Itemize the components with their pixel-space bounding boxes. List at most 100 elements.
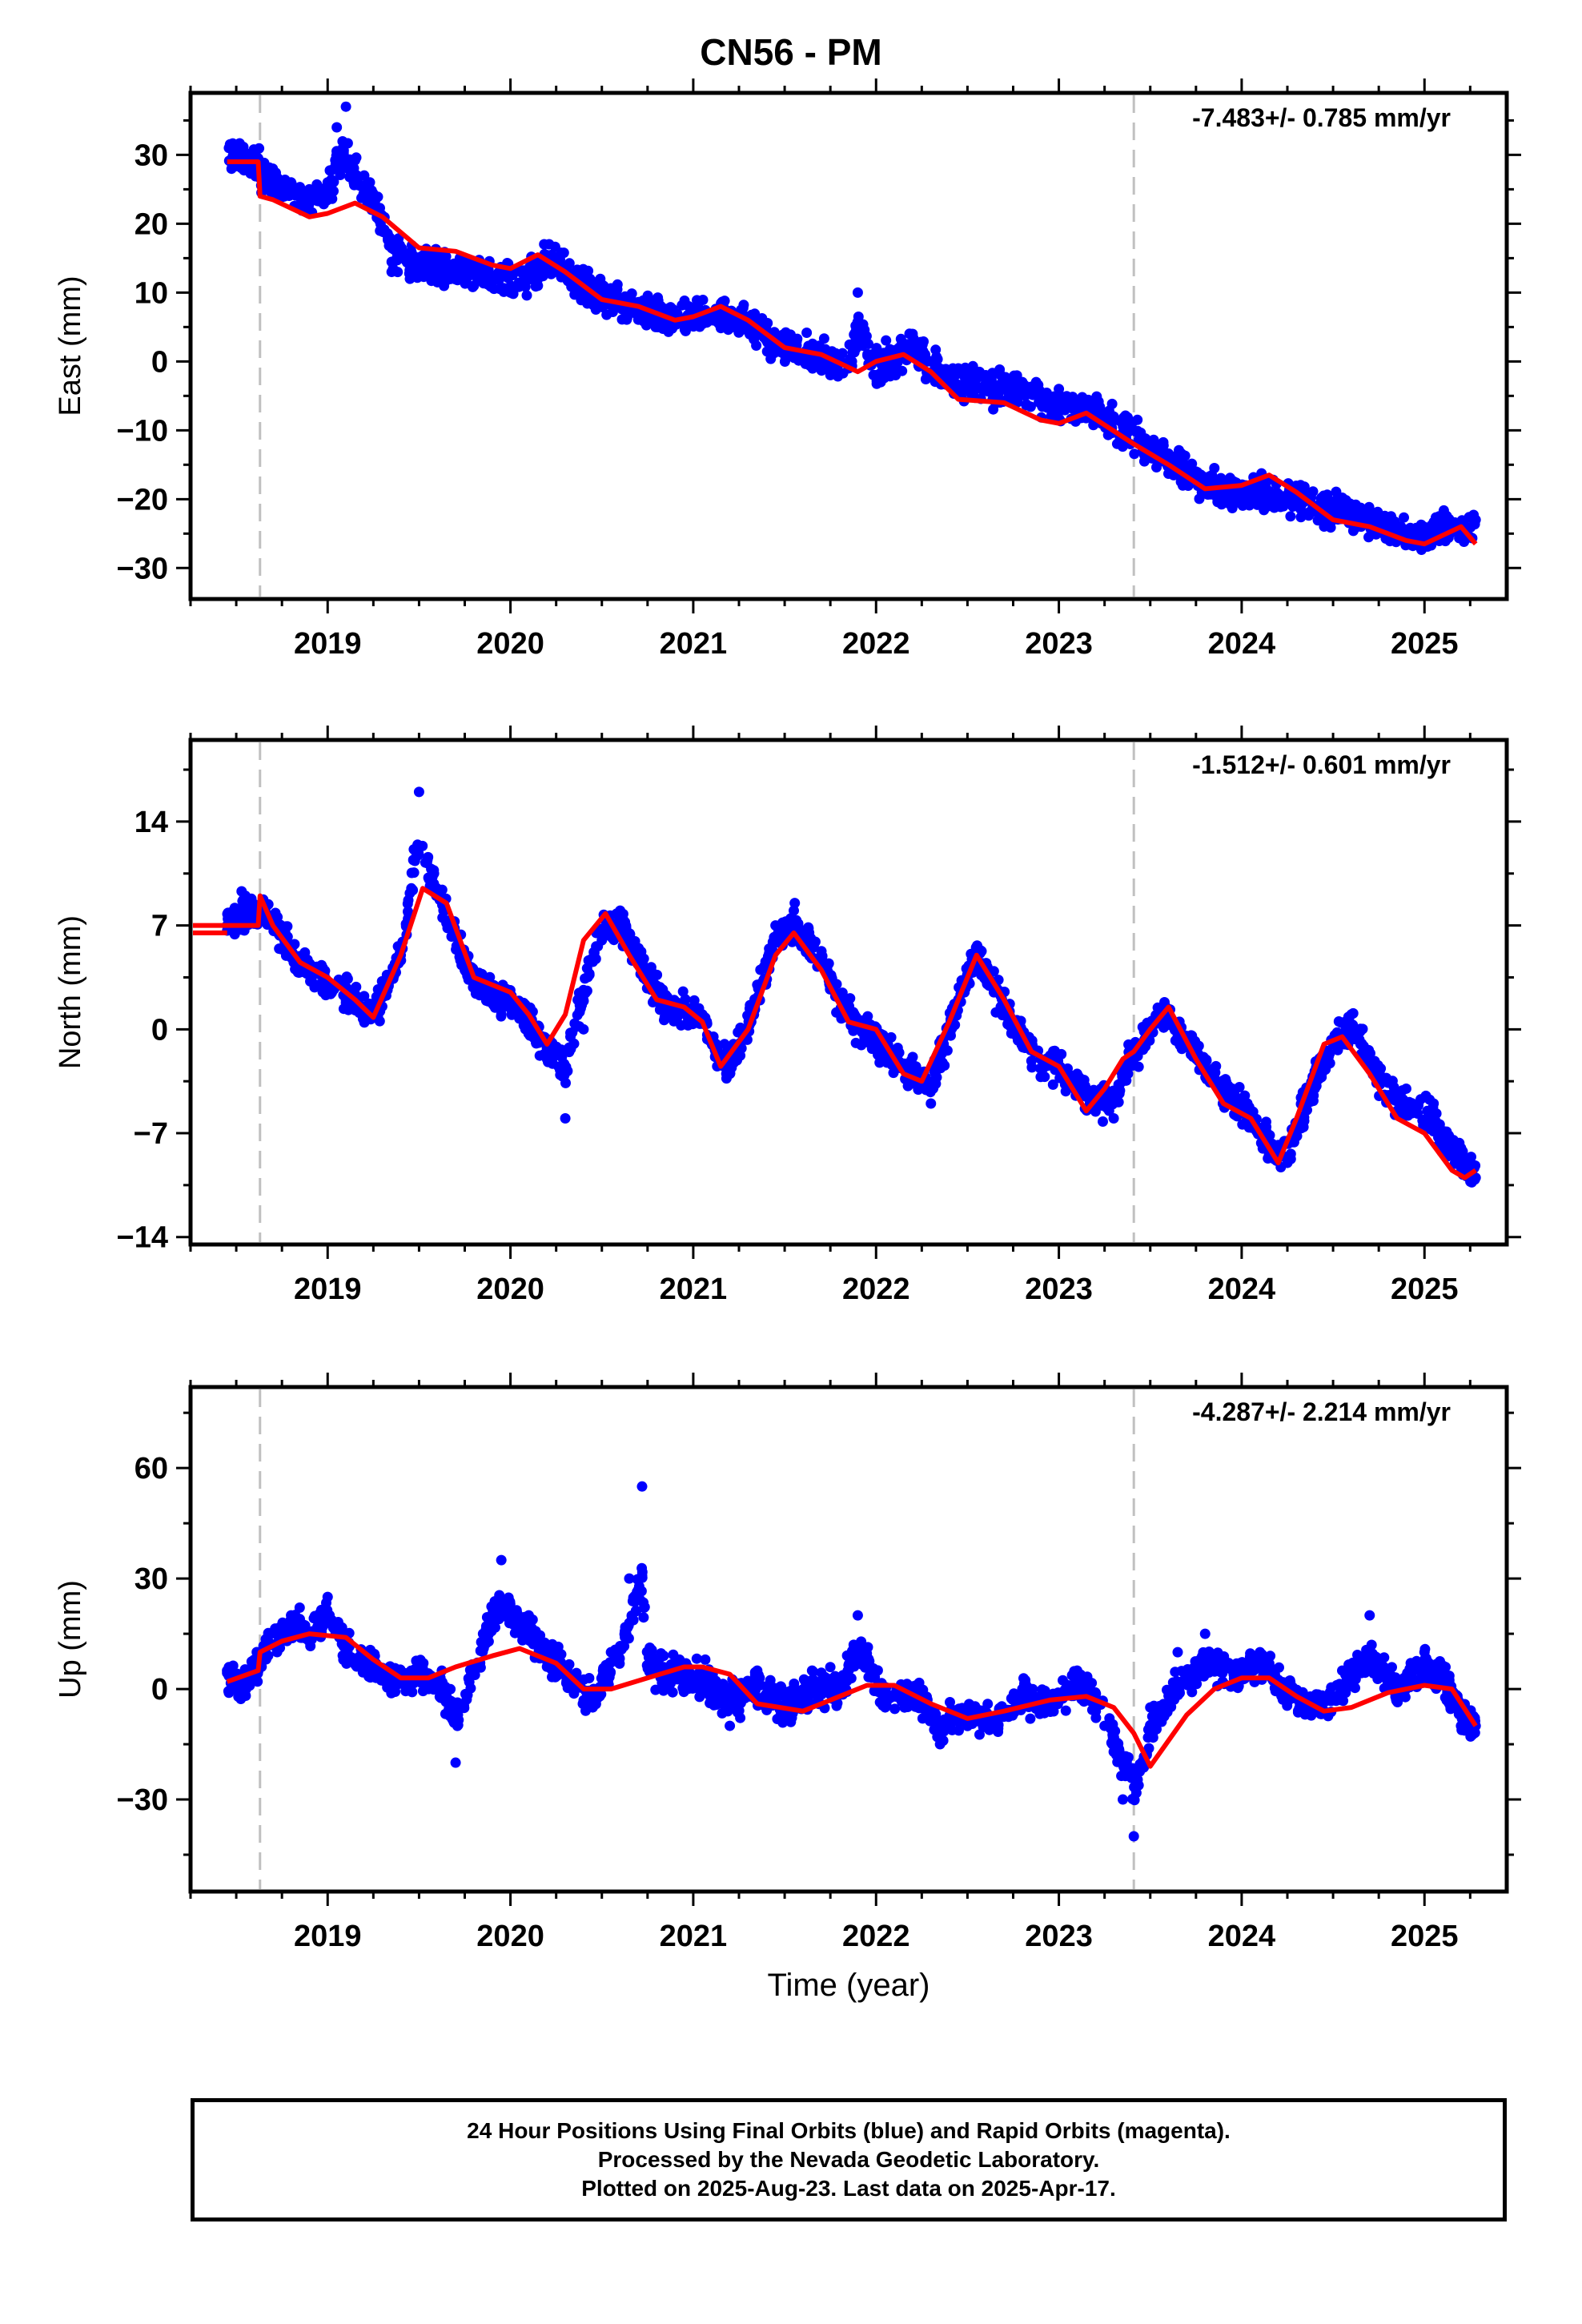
observation-point (520, 281, 531, 292)
model-fit-line (227, 159, 1478, 547)
observation-point (857, 1027, 867, 1038)
observation-point (1333, 1016, 1344, 1027)
observation-point (1295, 512, 1307, 523)
observation-point (874, 1057, 885, 1068)
observation-point (1438, 505, 1449, 516)
observation-point (264, 177, 275, 188)
observation-point (612, 279, 623, 290)
plot-frame (188, 738, 1509, 1247)
observation-point (1261, 491, 1272, 502)
observation-point (1236, 493, 1247, 505)
observation-point (521, 290, 532, 301)
observation-point (576, 295, 587, 306)
observation-point (487, 994, 498, 1005)
observation-point (897, 365, 908, 376)
observation-point (1050, 398, 1062, 409)
observation-point (394, 239, 405, 251)
observation-point (715, 315, 726, 326)
observation-point (235, 163, 247, 174)
x-tick-label: 2019 (294, 1920, 362, 1953)
observation-point (1128, 424, 1139, 436)
observation-point (1285, 1148, 1296, 1160)
x-tick-label: 2020 (476, 1920, 544, 1953)
observation-point (1017, 376, 1028, 388)
observation-point (337, 148, 347, 159)
observation-point (1128, 1053, 1139, 1064)
observation-point (689, 995, 700, 1006)
observation-point (850, 1037, 861, 1048)
observation-point (584, 968, 595, 979)
observation-point (1053, 406, 1064, 417)
observation-point (1072, 397, 1083, 408)
observation-point (486, 281, 497, 292)
observation-point (1470, 1160, 1481, 1171)
observation-point (347, 155, 359, 165)
plot-frame (188, 90, 1509, 601)
observation-point (1170, 451, 1182, 461)
observation-point (1186, 458, 1198, 469)
observation-point (466, 1669, 477, 1680)
observation-point (408, 867, 420, 879)
observation-point (857, 323, 867, 334)
observation-point (274, 943, 285, 955)
observation-point (1098, 1116, 1108, 1127)
observation-point (1116, 1076, 1127, 1088)
observation-point (845, 993, 856, 1004)
observation-point (544, 239, 555, 250)
observation-point (322, 177, 333, 188)
observation-point (1364, 508, 1375, 519)
observation-point (238, 142, 249, 152)
x-tick-label: 2024 (1208, 1920, 1276, 1953)
observation-point (1047, 1079, 1058, 1090)
observation-point (560, 1061, 572, 1072)
observation-point (1026, 1055, 1037, 1067)
observation-point (359, 170, 370, 181)
observation-point (581, 985, 592, 996)
observation-point (816, 950, 827, 961)
observation-point (926, 356, 937, 367)
x-tick-label: 2022 (842, 627, 910, 661)
observation-point (1363, 1052, 1374, 1063)
observation-point (1180, 479, 1191, 490)
observation-point (417, 840, 428, 851)
observation-point (574, 999, 585, 1011)
observation-point (784, 919, 795, 931)
observation-point (1086, 1678, 1098, 1689)
observation-point (1285, 511, 1296, 522)
observation-point (1312, 515, 1323, 526)
y-axis-label: East (mm) (54, 275, 87, 416)
observation-point (1034, 395, 1046, 406)
observation-point (460, 964, 470, 975)
observation-point (1127, 416, 1138, 428)
x-tick-label: 2021 (660, 627, 728, 661)
observation-point (1119, 419, 1130, 430)
observation-point (498, 998, 509, 1008)
y-tick-label: 10 (135, 276, 168, 310)
observation-point (404, 273, 416, 284)
observation-point (1227, 1083, 1238, 1094)
observation-point (1012, 396, 1023, 408)
observation-point (496, 1009, 507, 1020)
x-tick-label: 2023 (1025, 1920, 1093, 1953)
observation-point (595, 273, 606, 284)
observation-point (1470, 514, 1481, 525)
observation-point (1081, 397, 1092, 408)
observation-cloud (222, 1481, 1481, 1842)
observation-point (907, 342, 918, 352)
y-tick-label: −7 (134, 1117, 168, 1151)
observation-point (789, 905, 799, 916)
observation-point (495, 269, 506, 280)
x-tick-label: 2025 (1391, 1273, 1459, 1306)
observation-point (915, 336, 926, 348)
observation-point (532, 280, 544, 292)
observation-point (1437, 521, 1448, 533)
observation-point (408, 844, 420, 855)
observation-point (907, 1051, 918, 1063)
observation-point (371, 191, 382, 203)
observation-point (1443, 1140, 1455, 1151)
observation-point (1420, 1090, 1431, 1101)
observation-point (1154, 445, 1165, 456)
observation-point (1107, 1097, 1118, 1108)
observation-point (663, 326, 674, 337)
